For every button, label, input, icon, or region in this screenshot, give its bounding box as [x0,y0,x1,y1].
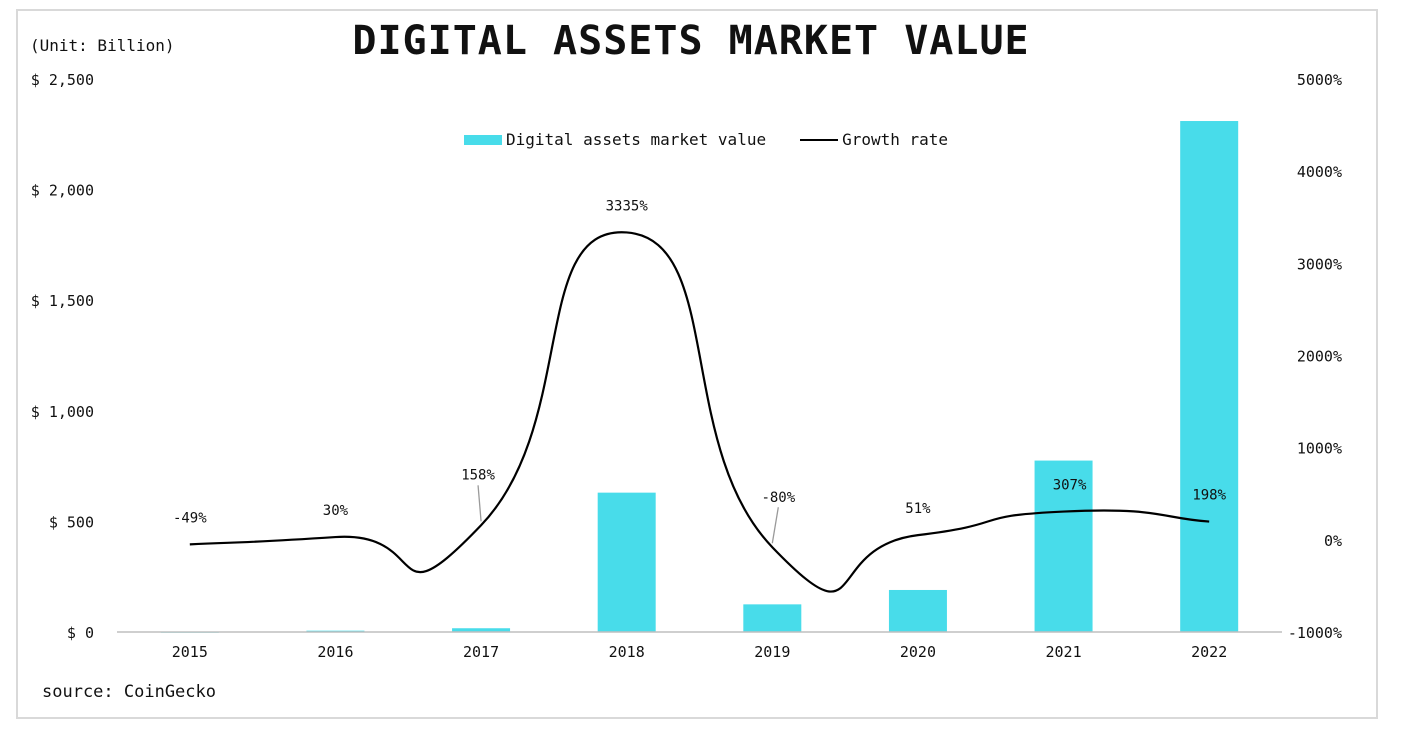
left-tick-label: $ 1,500 [31,292,94,310]
right-tick-label: -1000% [1288,624,1342,642]
unit-note: (Unit: Billion) [30,36,175,55]
bar-2017 [452,628,511,632]
growth-data-label: 30% [323,503,349,519]
legend-swatch-bar [464,134,502,145]
right-tick-label: 4000% [1297,163,1342,181]
left-tick-label: $ 2,500 [31,71,94,89]
legend-item-growth-rate: Growth rate [800,130,948,149]
bar-2021 [1034,460,1093,632]
x-tick-label: 2018 [609,643,645,661]
right-tick-label: 1000% [1297,440,1342,458]
growth-rate-line [189,231,1210,593]
right-tick-label: 5000% [1297,71,1342,89]
x-tick-label: 2022 [1191,643,1227,661]
left-tick-label: $ 500 [49,513,94,531]
chart-frame [16,9,1378,719]
legend-item-market-value: Digital assets market value [464,130,766,149]
right-tick-label: 0% [1324,532,1342,550]
label-leader-line [477,485,482,522]
source-note: source: CoinGecko [42,682,216,702]
growth-data-label: -80% [761,490,795,506]
label-leader-line [771,507,779,544]
legend-label-growth-rate: Growth rate [842,130,949,149]
right-tick-label: 2000% [1297,348,1342,366]
x-tick-label: 2015 [172,643,208,661]
growth-data-label: 158% [461,467,495,483]
left-tick-label: $ 1,000 [31,403,94,421]
x-tick-label: 2017 [463,643,499,661]
chart-title: DIGITAL ASSETS MARKET VALUE [352,18,1030,64]
x-tick-label: 2019 [754,643,790,661]
growth-data-label: -49% [173,510,207,526]
legend-label-market-value: Digital assets market value [506,130,767,149]
legend-swatch-line [800,138,839,141]
left-tick-label: $ 0 [67,624,94,642]
right-tick-label: 3000% [1297,255,1342,273]
bar-2022 [1180,121,1239,632]
x-tick-label: 2016 [317,643,353,661]
bar-2020 [888,589,947,632]
bar-2018 [597,492,656,632]
x-tick-label: 2020 [900,643,936,661]
growth-data-label: 51% [905,501,931,517]
left-tick-label: $ 2,000 [31,182,94,200]
legend: Digital assets market value Growth rate [464,130,982,149]
growth-data-label: 3335% [606,198,649,214]
x-tick-label: 2021 [1046,643,1082,661]
growth-data-label: 198% [1192,488,1226,504]
growth-data-label: 307% [1053,478,1087,494]
bar-2019 [743,604,802,632]
